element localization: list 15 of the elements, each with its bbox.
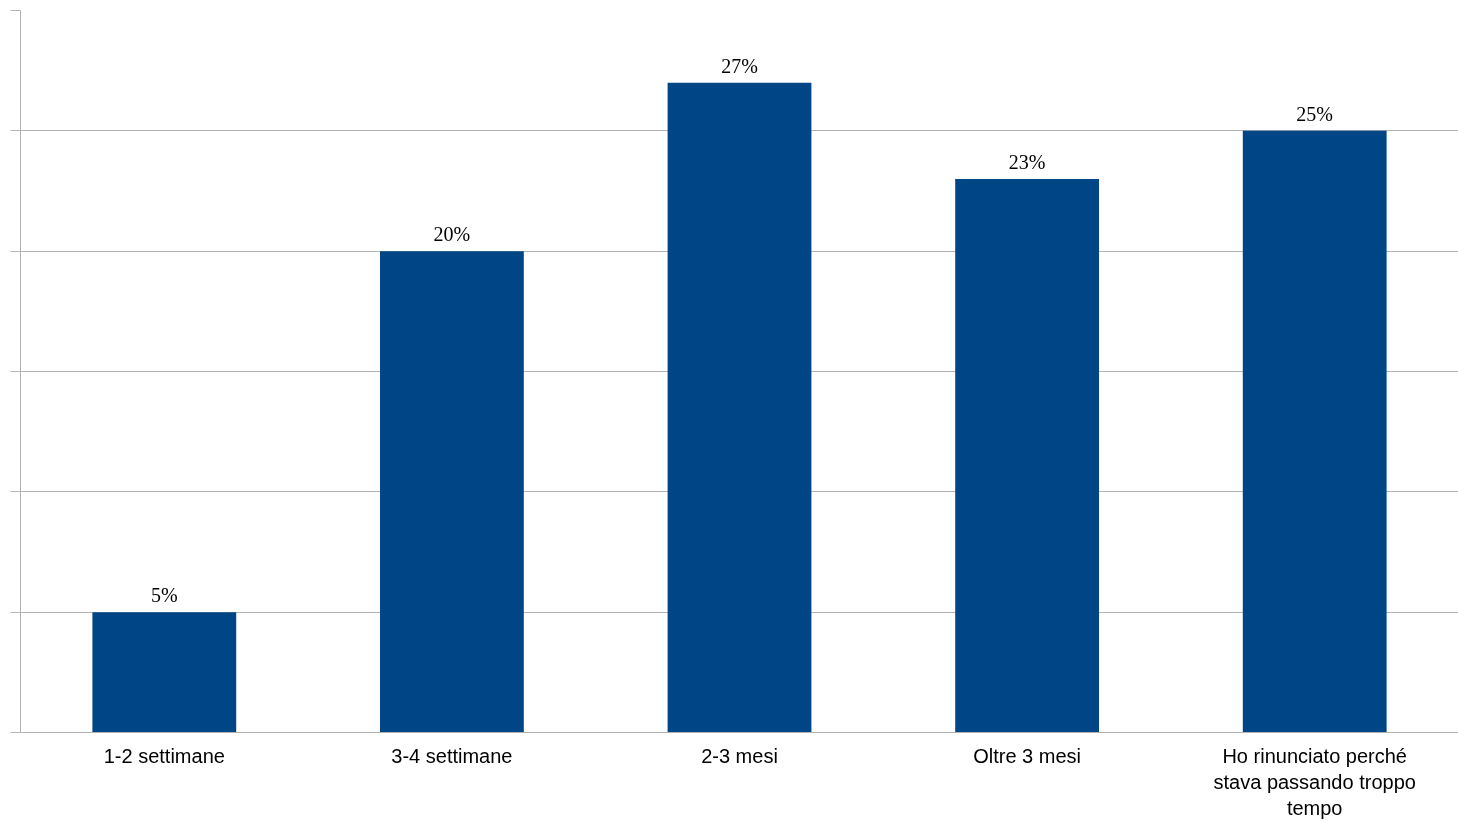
- x-tick-label: 2-3 mesi: [701, 744, 778, 767]
- x-tick-label: 1-2 settimane: [103, 744, 225, 767]
- data-label: 23%: [1008, 150, 1046, 173]
- x-tick-label: Ho rinunciato perché stava passando troppo tempo: [1213, 744, 1416, 820]
- bar: [380, 251, 524, 733]
- bar: [667, 82, 812, 733]
- x-tick-label: 3-4 settimane: [391, 744, 513, 767]
- data-label: 27%: [721, 54, 758, 77]
- data-label: 20%: [433, 223, 471, 246]
- bar: [1242, 130, 1387, 733]
- bar: [92, 612, 237, 733]
- x-tick-label: Oltre 3 mesi: [973, 744, 1082, 767]
- data-label: 25%: [1296, 102, 1334, 125]
- data-label: 5%: [150, 584, 178, 607]
- bar: [955, 178, 1099, 733]
